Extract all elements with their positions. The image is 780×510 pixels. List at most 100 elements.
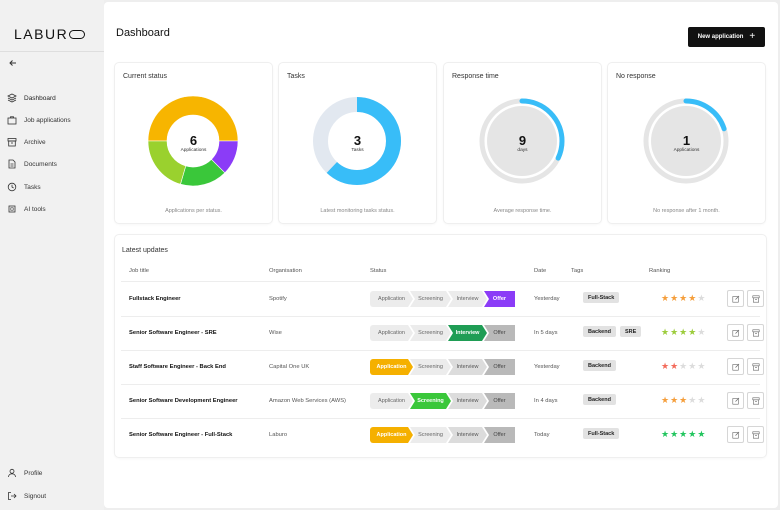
status-stage[interactable]: Interview [448, 427, 487, 443]
status-stage[interactable]: Screening [410, 291, 451, 307]
star-icon[interactable]: ★ [688, 293, 697, 303]
sidebar-item-documents[interactable]: Documents [6, 157, 57, 171]
status-stage[interactable]: Screening [410, 359, 451, 375]
star-icon[interactable]: ★ [679, 293, 688, 303]
status-stage[interactable]: Offer [484, 325, 515, 341]
status-stage[interactable]: Offer [484, 291, 515, 307]
star-icon[interactable]: ★ [679, 429, 688, 439]
ranking-stars[interactable]: ★ ★ ★ ★ ★ [661, 327, 705, 337]
edit-icon[interactable] [727, 290, 744, 307]
star-icon[interactable]: ★ [661, 327, 670, 337]
star-icon[interactable]: ★ [697, 327, 706, 337]
table-row[interactable]: Senior Software Engineer - Full-Stack Lab… [115, 418, 766, 452]
status-stage[interactable]: Screening [410, 325, 451, 341]
star-icon[interactable]: ★ [688, 327, 697, 337]
job-title[interactable]: Senior Software Engineer - Full-Stack [129, 432, 233, 438]
star-icon[interactable]: ★ [670, 429, 679, 439]
divider [121, 384, 760, 385]
status-stage[interactable]: Screening [410, 427, 451, 443]
tasks-unit: Tasks [351, 148, 364, 153]
status-pipeline[interactable]: Application Screening Interview Offer [370, 427, 515, 443]
job-title[interactable]: Fullstack Engineer [129, 296, 181, 302]
current-status-card: Current status 6 Applications Applicatio… [115, 63, 272, 223]
status-stage[interactable]: Application [370, 359, 413, 375]
tag-badge: Backend [583, 360, 616, 371]
edit-icon[interactable] [727, 324, 744, 341]
star-icon[interactable]: ★ [670, 293, 679, 303]
sidebar-item-job-applications[interactable]: Job applications [6, 113, 71, 127]
table-row[interactable]: Staff Software Engineer - Back End Capita… [115, 350, 766, 384]
status-stage[interactable]: Interview [448, 291, 487, 307]
edit-icon[interactable] [727, 358, 744, 375]
status-stage[interactable]: Screening [410, 393, 451, 409]
star-icon[interactable]: ★ [661, 293, 670, 303]
star-icon[interactable]: ★ [670, 327, 679, 337]
job-title[interactable]: Staff Software Engineer - Back End [129, 364, 226, 370]
status-stage[interactable]: Offer [484, 393, 515, 409]
organisation: Spotify [269, 296, 287, 302]
table-row[interactable]: Senior Software Development Engineer Amaz… [115, 384, 766, 418]
row-actions [727, 426, 764, 443]
sidebar-item-profile[interactable]: Profile [6, 466, 42, 480]
status-stage[interactable]: Interview [448, 393, 487, 409]
table-row[interactable]: Fullstack Engineer Spotify Application Scre… [115, 282, 766, 316]
star-icon[interactable]: ★ [661, 429, 670, 439]
star-icon[interactable]: ★ [679, 361, 688, 371]
star-icon[interactable]: ★ [688, 429, 697, 439]
star-icon[interactable]: ★ [670, 361, 679, 371]
star-icon[interactable]: ★ [679, 395, 688, 405]
edit-icon[interactable] [727, 426, 744, 443]
sidebar-item-tasks[interactable]: Tasks [6, 180, 41, 194]
no-response-card: No response 1 Applications No response a… [608, 63, 765, 223]
status-pipeline[interactable]: Application Screening Interview Offer [370, 359, 515, 375]
star-icon[interactable]: ★ [661, 361, 670, 371]
organisation: Wise [269, 330, 282, 336]
ranking-stars[interactable]: ★ ★ ★ ★ ★ [661, 395, 705, 405]
edit-icon[interactable] [727, 392, 744, 409]
status-stage[interactable]: Offer [484, 359, 515, 375]
ranking-stars[interactable]: ★ ★ ★ ★ ★ [661, 293, 705, 303]
job-title[interactable]: Senior Software Engineer - SRE [129, 330, 217, 336]
star-icon[interactable]: ★ [697, 429, 706, 439]
status-stage[interactable]: Application [370, 427, 413, 443]
date: Today [534, 432, 550, 438]
sidebar-item-signout[interactable]: Signout [6, 489, 46, 503]
star-icon[interactable]: ★ [697, 395, 706, 405]
archive-icon[interactable] [747, 324, 764, 341]
sidebar-item-ai-tools[interactable]: AI tools [6, 202, 46, 216]
archive-icon[interactable] [747, 426, 764, 443]
status-count: 6 [189, 133, 198, 148]
logo[interactable]: LABUR [14, 26, 86, 42]
status-pipeline[interactable]: Application Screening Interview Offer [370, 393, 515, 409]
status-stage[interactable]: Application [370, 325, 413, 341]
star-icon[interactable]: ★ [697, 293, 706, 303]
sidebar-item-dashboard[interactable]: Dashboard [6, 91, 56, 105]
status-stage[interactable]: Application [370, 291, 413, 307]
star-icon[interactable]: ★ [679, 327, 688, 337]
ranking-stars[interactable]: ★ ★ ★ ★ ★ [661, 361, 705, 371]
card-footer: Average response time. [493, 208, 552, 214]
donut-center: 1 Applications [608, 133, 765, 153]
status-stage[interactable]: Offer [484, 427, 515, 443]
arrow-left-icon[interactable] [8, 58, 20, 70]
status-stage[interactable]: Interview [448, 325, 487, 341]
job-title[interactable]: Senior Software Development Engineer [129, 398, 238, 404]
star-icon[interactable]: ★ [688, 361, 697, 371]
star-icon[interactable]: ★ [661, 395, 670, 405]
sidebar-item-archive[interactable]: Archive [6, 135, 46, 149]
new-application-button[interactable]: New application + [688, 27, 765, 47]
star-icon[interactable]: ★ [688, 395, 697, 405]
archive-icon[interactable] [747, 358, 764, 375]
card-footer: No response after 1 month. [653, 208, 720, 214]
star-icon[interactable]: ★ [670, 395, 679, 405]
chip-icon [6, 204, 17, 215]
archive-icon[interactable] [747, 392, 764, 409]
status-pipeline[interactable]: Application Screening Interview Offer [370, 325, 515, 341]
status-pipeline[interactable]: Application Screening Interview Offer [370, 291, 515, 307]
status-stage[interactable]: Interview [448, 359, 487, 375]
star-icon[interactable]: ★ [697, 361, 706, 371]
table-row[interactable]: Senior Software Engineer - SRE Wise Applic… [115, 316, 766, 350]
archive-icon[interactable] [747, 290, 764, 307]
ranking-stars[interactable]: ★ ★ ★ ★ ★ [661, 429, 705, 439]
status-stage[interactable]: Application [370, 393, 413, 409]
